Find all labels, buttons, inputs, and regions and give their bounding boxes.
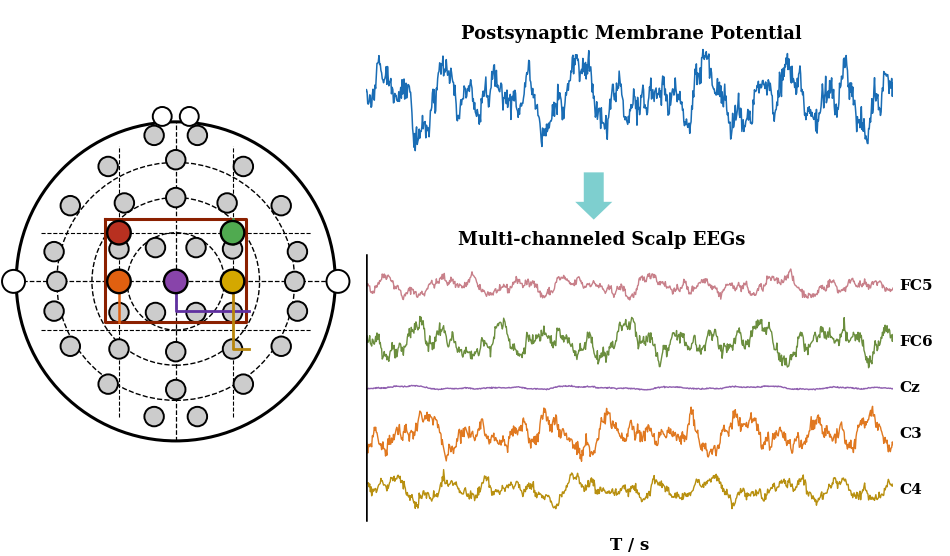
Circle shape: [99, 374, 118, 394]
Circle shape: [186, 238, 206, 257]
Circle shape: [166, 188, 185, 207]
Circle shape: [188, 126, 207, 145]
Circle shape: [115, 193, 134, 213]
Circle shape: [220, 221, 244, 245]
Circle shape: [234, 374, 253, 394]
Circle shape: [45, 301, 64, 321]
Circle shape: [166, 342, 185, 361]
Circle shape: [327, 270, 350, 293]
Text: FC5: FC5: [900, 279, 933, 293]
Circle shape: [61, 336, 80, 356]
Circle shape: [144, 407, 163, 426]
Text: Multi-channeled Scalp EEGs: Multi-channeled Scalp EEGs: [458, 231, 745, 249]
Circle shape: [164, 270, 187, 293]
Circle shape: [109, 239, 128, 259]
Circle shape: [234, 157, 253, 176]
Circle shape: [223, 302, 242, 322]
Circle shape: [107, 270, 131, 293]
Circle shape: [107, 221, 131, 245]
Circle shape: [180, 107, 199, 126]
Circle shape: [144, 126, 163, 145]
Circle shape: [45, 242, 64, 261]
FancyArrow shape: [576, 172, 612, 220]
Circle shape: [99, 157, 118, 176]
Circle shape: [272, 336, 291, 356]
Circle shape: [2, 270, 25, 293]
Circle shape: [145, 238, 165, 257]
Circle shape: [166, 150, 185, 170]
Circle shape: [48, 272, 66, 291]
Circle shape: [288, 301, 307, 321]
Circle shape: [145, 302, 165, 322]
Circle shape: [218, 193, 237, 213]
Circle shape: [223, 239, 242, 259]
Circle shape: [109, 302, 128, 322]
Text: T / s: T / s: [610, 538, 649, 554]
Circle shape: [188, 407, 207, 426]
Circle shape: [220, 270, 244, 293]
Circle shape: [288, 242, 307, 261]
Text: FC6: FC6: [900, 335, 933, 349]
Text: C4: C4: [900, 483, 922, 497]
Circle shape: [285, 272, 304, 291]
Text: Cz: Cz: [900, 381, 921, 395]
Circle shape: [166, 380, 185, 399]
Circle shape: [186, 302, 206, 322]
Text: Postsynaptic Membrane Potential: Postsynaptic Membrane Potential: [462, 25, 802, 43]
Circle shape: [223, 339, 242, 359]
Circle shape: [153, 107, 172, 126]
Circle shape: [61, 196, 80, 215]
Text: C3: C3: [900, 427, 922, 441]
Circle shape: [272, 196, 291, 215]
Circle shape: [109, 339, 128, 359]
